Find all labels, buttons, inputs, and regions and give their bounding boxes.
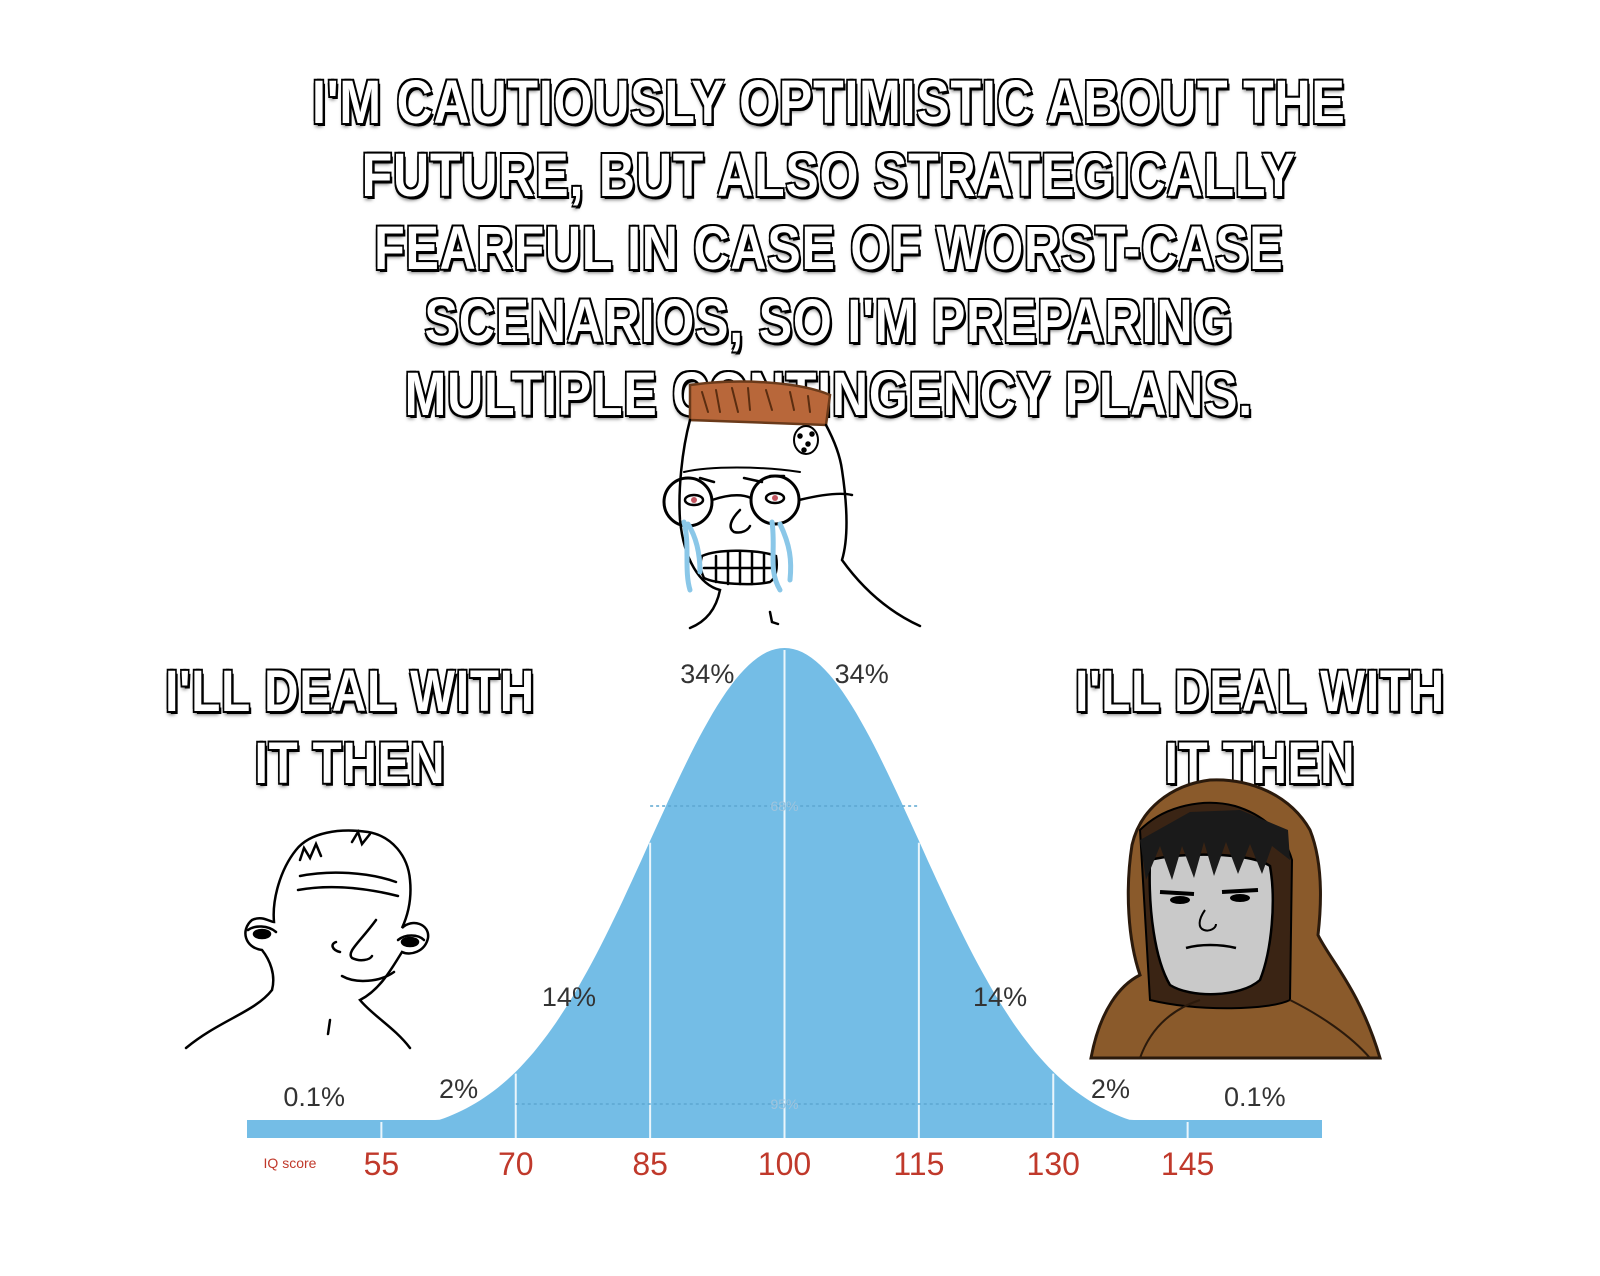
- x-axis-label: IQ score: [264, 1155, 317, 1171]
- region-percentage-label: 34%: [835, 659, 889, 689]
- low-iq-wojak-drawing: [184, 829, 430, 1050]
- x-tick-layer: 55 70 85 100 115 130 145 IQ score: [264, 1146, 1215, 1182]
- x-tick-label: 130: [1027, 1146, 1080, 1182]
- x-tick-label: 85: [632, 1146, 668, 1182]
- hooded-monk-wojak-drawing: [1089, 778, 1391, 1060]
- left-character-label: I'LL DEAL WITH IT THEN: [164, 658, 535, 797]
- x-tick-label: 70: [498, 1146, 534, 1182]
- region-percentage-label: 14%: [973, 982, 1027, 1012]
- region-percentage-label: 2%: [1091, 1074, 1130, 1104]
- band-label: 95%: [770, 1096, 798, 1112]
- crying-glasses-wojak-drawing: [662, 380, 922, 630]
- x-tick-label: 145: [1161, 1146, 1214, 1182]
- band-label: 68%: [770, 798, 798, 814]
- x-tick-label: 100: [758, 1146, 811, 1182]
- bell-curve-layer: 68% 95%: [247, 648, 1322, 1138]
- x-tick-label: 55: [364, 1146, 400, 1182]
- region-percentage-label: 2%: [439, 1074, 478, 1104]
- percentage-label-layer: 0.1% 2% 14% 34% 34% 14% 2% 0.1%: [283, 659, 1285, 1112]
- region-percentage-label: 14%: [542, 982, 596, 1012]
- region-percentage-label: 34%: [680, 659, 734, 689]
- region-percentage-label: 0.1%: [1224, 1082, 1286, 1112]
- x-tick-label: 115: [893, 1146, 944, 1182]
- region-percentage-label: 0.1%: [283, 1082, 345, 1112]
